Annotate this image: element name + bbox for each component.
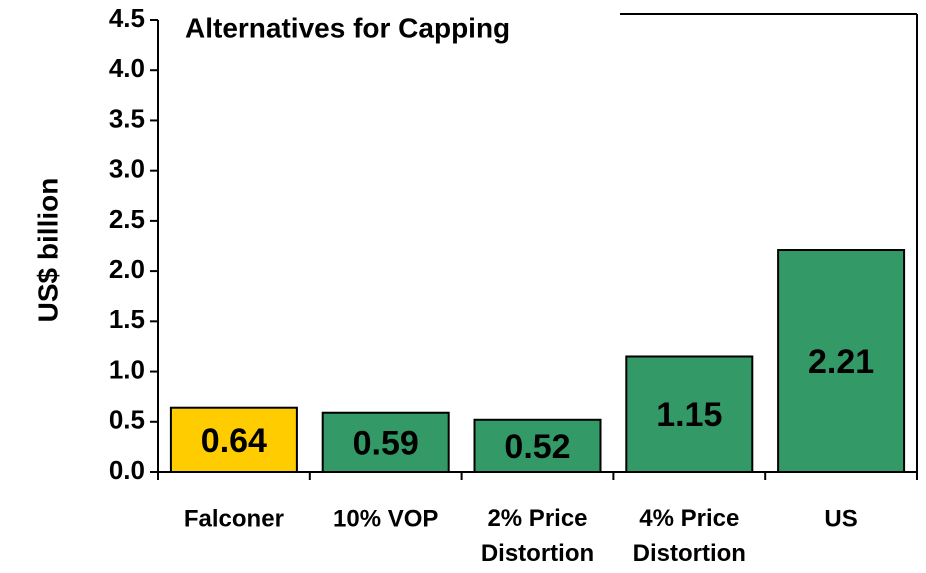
y-tick-label: 3.5: [109, 103, 145, 133]
x-tick-label: US: [824, 505, 857, 532]
x-tick-label: 2% Price Distortion: [481, 505, 594, 567]
y-tick-label: 4.5: [109, 3, 145, 33]
bar: [777, 249, 906, 473]
y-axis-label: US$ billion: [32, 178, 63, 323]
bar: [625, 355, 754, 473]
x-tick-label: Falconer: [184, 505, 284, 532]
y-tick-label: 1.5: [109, 304, 145, 334]
y-tick-label: 0.5: [109, 405, 145, 435]
data-label: 2.21: [808, 343, 874, 381]
bar: [473, 418, 602, 473]
data-label: 0.64: [201, 422, 267, 460]
data-label: 1.15: [656, 396, 722, 434]
bar: [321, 411, 450, 473]
x-tick-label: 10% VOP: [333, 505, 438, 532]
x-tick-label: 4% Price Distortion: [633, 505, 746, 567]
y-tick-label: 1.0: [109, 354, 145, 384]
bar: [169, 406, 298, 473]
y-tick-label: 2.0: [109, 254, 145, 284]
y-tick-label: 4.0: [109, 53, 145, 83]
chart-title: Alternatives for Capping: [185, 12, 510, 43]
data-label: 0.52: [504, 428, 570, 466]
y-tick-label: 3.0: [109, 154, 145, 184]
y-tick-label: 0.0: [109, 455, 145, 485]
y-tick-label: 2.5: [109, 204, 145, 234]
data-label: 0.59: [353, 424, 419, 462]
